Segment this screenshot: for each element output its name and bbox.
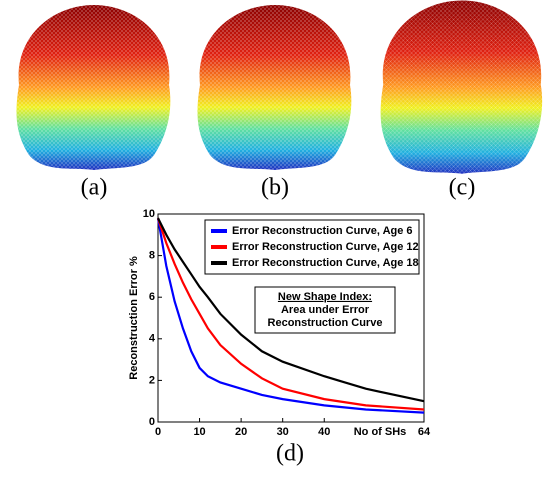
y-tick-label: 2 — [149, 374, 155, 386]
brain-mesh — [380, 0, 543, 174]
y-tick-label: 8 — [149, 250, 155, 262]
line-series — [156, 217, 425, 411]
legend-label: Error Reconstruction Curve, Age 6 — [232, 225, 413, 237]
x-tick-label: 20 — [235, 426, 247, 438]
brain-mesh — [16, 5, 171, 170]
y-tick-label: 6 — [149, 291, 155, 303]
x-tick-label: 10 — [193, 426, 205, 438]
y-tick-label: 4 — [149, 333, 156, 345]
y-tick-label: 0 — [149, 416, 155, 428]
annotation: Area under Error — [281, 304, 370, 316]
annotation: New Shape Index: — [278, 291, 372, 303]
brain-mesh — [197, 5, 352, 170]
line-series — [156, 217, 425, 414]
line-series — [157, 217, 425, 403]
plot-frame — [157, 213, 425, 423]
x-tick-label: 30 — [277, 426, 289, 438]
legend-label: Error Reconstruction Curve, Age 12 — [232, 241, 419, 253]
y-tick-label: 10 — [143, 208, 155, 220]
panel-label: (c) — [449, 175, 476, 201]
legend-box — [204, 219, 420, 275]
x-tick-label: 40 — [318, 426, 330, 438]
x-tick-label: 0 — [155, 426, 161, 438]
legend-label: Error Reconstruction Curve, Age 18 — [232, 257, 419, 269]
annotation: Reconstruction Curve — [268, 317, 383, 329]
annotation-box — [254, 286, 396, 334]
x-axis-label: No of SHs — [354, 426, 407, 438]
x-tick-label: 64 — [418, 426, 431, 438]
panel-label: (b) — [261, 175, 289, 201]
panel-label: (a) — [81, 175, 108, 201]
chart-caption: (d) — [276, 441, 304, 467]
y-axis-label: Reconstruction Error % — [128, 256, 140, 380]
